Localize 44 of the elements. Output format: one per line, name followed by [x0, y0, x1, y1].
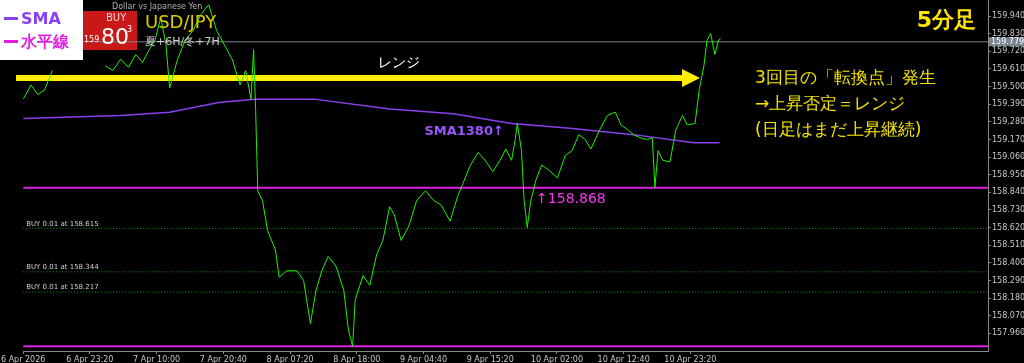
y-tick-label: 159.390 [992, 99, 1024, 109]
y-tick-label: 159.940 [992, 11, 1024, 21]
x-tick-label: 10 Apr 02:00 [530, 354, 584, 363]
y-tick-label: 158.730 [992, 205, 1024, 215]
chart-subtitle: 5分足 [916, 7, 976, 32]
annotation: →上昇否定＝レンジ [755, 93, 906, 113]
y-tick-label: 159.500 [992, 81, 1024, 91]
y-tick-label: 158.400 [992, 257, 1024, 267]
annotation: レンジ [378, 54, 420, 70]
y-tick-label: 158.510 [992, 240, 1024, 250]
x-tick-label: 7 Apr 20:40 [199, 354, 247, 363]
x-tick-label: 6 Apr 23:20 [66, 354, 114, 363]
y-tick-label: 158.290 [992, 275, 1024, 285]
y-tick-label: 159.610 [992, 64, 1024, 73]
x-tick-label: 10 Apr 12:40 [597, 354, 650, 363]
legend-label: 水平線 [21, 31, 69, 51]
x-tick-label: 7 Apr 10:00 [133, 354, 181, 363]
y-tick-label: 159.060 [992, 152, 1024, 162]
x-tick-label: 10 Apr 23:20 [664, 354, 717, 363]
y-tick-label: 158.840 [992, 187, 1024, 197]
y-tick-label: 159.830 [992, 28, 1024, 38]
y-tick-label: 159.280 [992, 116, 1024, 126]
annotation: Dollar vs Japanese Yen [112, 2, 203, 11]
y-tick-label: 158.620 [992, 222, 1024, 232]
legend-label: SMA [21, 8, 61, 28]
y-tick-label: 158.950 [992, 169, 1024, 179]
annotation: SMA1380↑ [424, 123, 504, 139]
x-tick-label: 6 Apr 2026 [1, 354, 46, 363]
annotation: 3回目の「転換点」発生 [755, 67, 936, 87]
annotation: (日足はまだ上昇継続) [755, 119, 922, 139]
annotation: 159 [84, 35, 100, 44]
y-tick-label: 158.180 [992, 293, 1024, 303]
y-tick-label: 159.170 [992, 134, 1024, 144]
annotation: ↑158.868 [536, 190, 606, 207]
x-tick-label: 8 Apr 18:00 [333, 354, 381, 363]
y-tick-label: 158.070 [992, 310, 1024, 320]
ref-line-label: 159.779 [991, 36, 1024, 46]
y-tick-label: 159.720 [992, 46, 1024, 56]
annotation: BUY [106, 12, 127, 23]
x-tick-label: 8 Apr 07:20 [266, 354, 314, 363]
annotation: 3 [127, 25, 133, 34]
y-tick-label: 157.960 [992, 328, 1024, 338]
x-tick-label: 9 Apr 04:40 [399, 354, 448, 363]
x-tick-label: 9 Apr 15:20 [466, 354, 514, 363]
